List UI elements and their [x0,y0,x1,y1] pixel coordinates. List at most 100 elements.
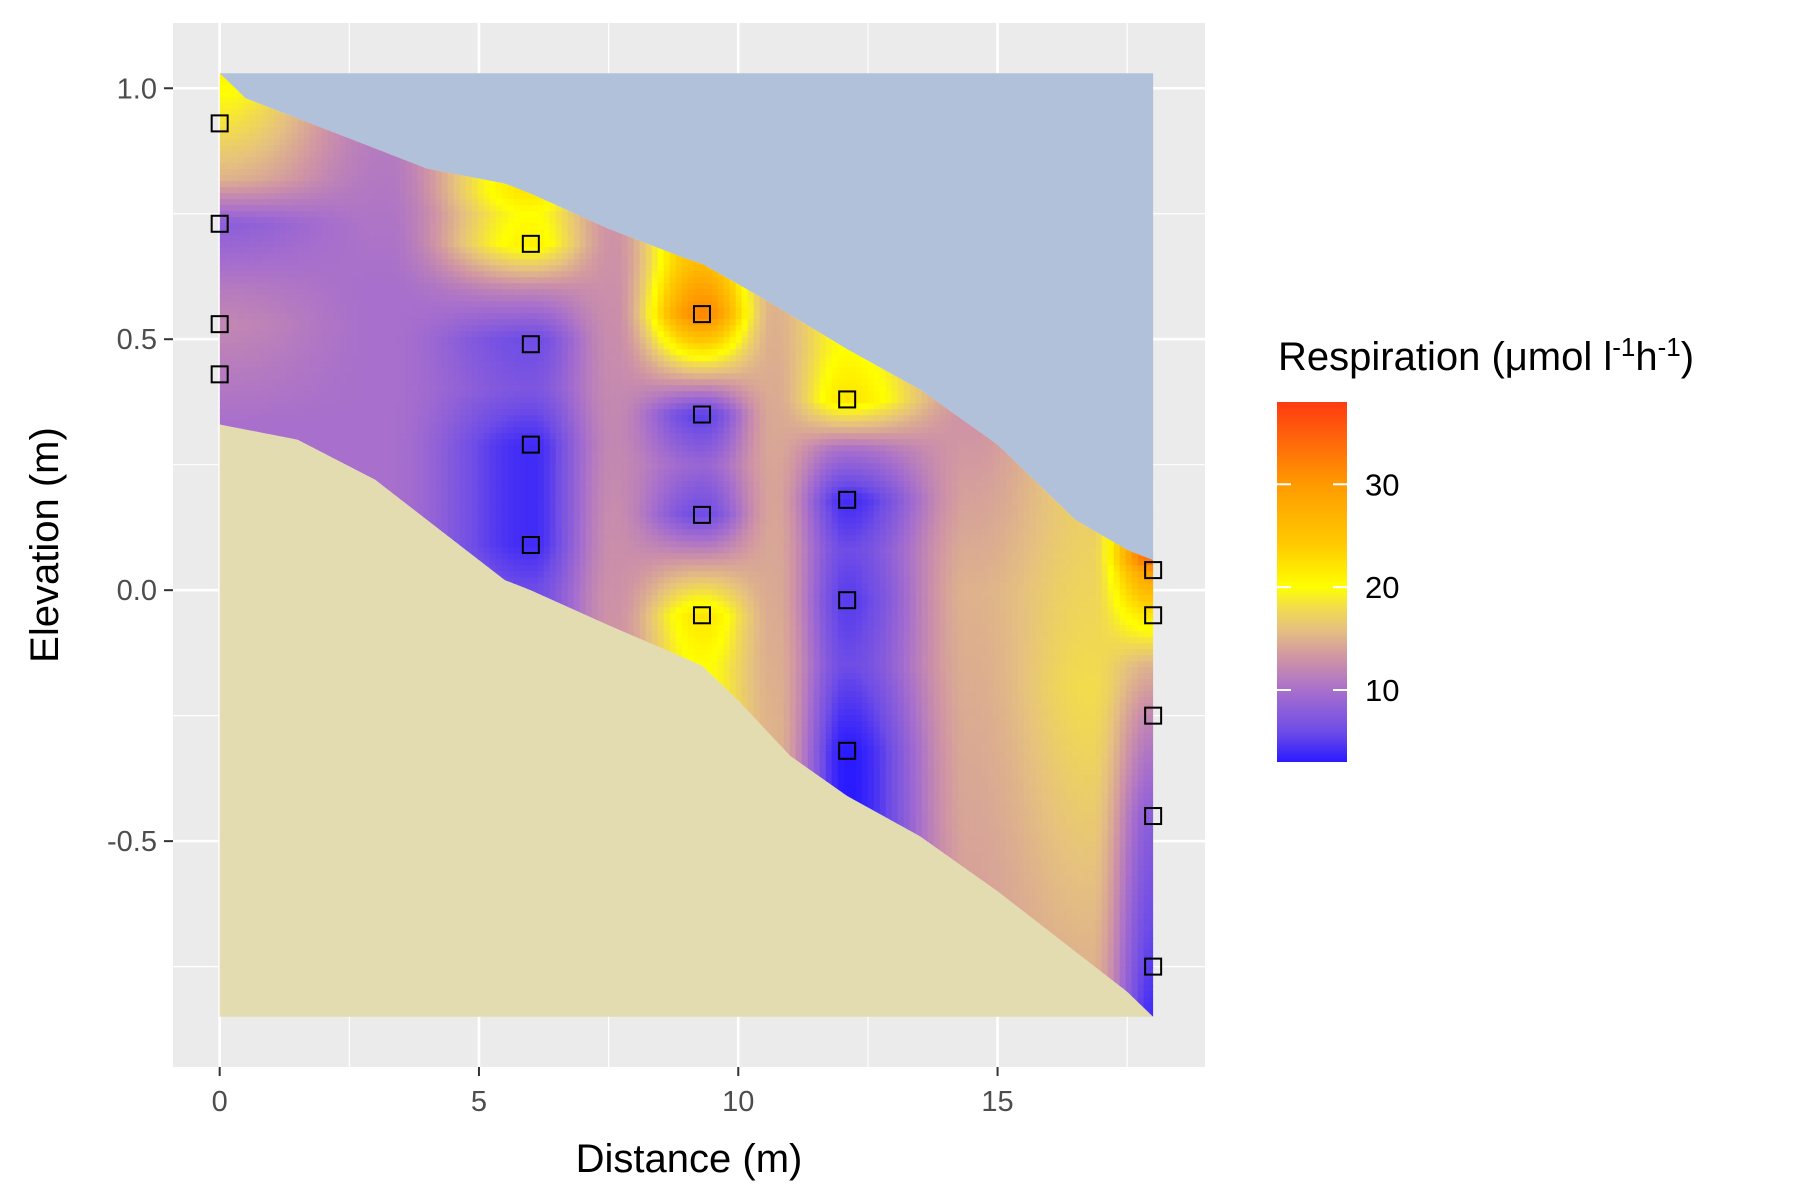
field-cell [231,253,239,260]
field-cell [321,295,329,302]
field-cell [363,469,371,476]
field-cell [321,211,329,218]
field-cell [315,331,323,338]
field-cell [405,403,413,410]
field-cell [249,397,257,404]
field-cell [273,295,281,302]
field-cell [291,265,299,272]
field-cell [279,409,287,416]
field-cell [225,127,233,134]
field-cell [231,223,239,230]
field-cell [255,121,263,128]
field-cell [267,271,275,278]
field-cell [405,487,413,494]
field-cell [405,445,413,452]
field-cell [219,271,227,278]
field-cell [333,355,341,362]
field-cell [231,391,239,398]
field-cell [399,247,407,254]
field-cell [225,169,233,176]
field-cell [291,211,299,218]
field-cell [393,307,401,314]
field-cell [315,301,323,308]
field-cell [315,145,323,152]
field-cell [237,163,245,170]
field-cell [375,265,383,272]
field-cell [225,151,233,158]
field-cell [369,331,377,338]
field-cell [279,169,287,176]
field-cell [285,385,293,392]
field-cell [399,235,407,242]
field-cell [339,163,347,170]
field-cell [255,163,263,170]
field-cell [225,385,233,392]
field-cell [291,127,299,134]
field-cell [237,97,245,104]
field-cell [363,373,371,380]
field-cell [309,355,317,362]
field-cell [243,373,251,380]
field-cell [357,379,365,386]
field-cell [321,331,329,338]
field-cell [219,121,227,128]
field-cell [321,229,329,236]
field-cell [219,187,227,194]
field-cell [261,313,269,320]
field-cell [381,355,389,362]
field-cell [381,319,389,326]
field-cell [291,379,299,386]
field-cell [243,289,251,296]
field-cell [267,229,275,236]
field-cell [357,391,365,398]
field-cell [375,169,383,176]
field-cell [375,313,383,320]
field-cell [333,217,341,224]
field-cell [297,235,305,242]
field-cell [327,307,335,314]
field-cell [327,325,335,332]
field-cell [219,133,227,140]
field-cell [363,391,371,398]
field-cell [279,151,287,158]
field-cell [219,109,227,116]
field-cell [285,379,293,386]
field-cell [357,427,365,434]
field-cell [315,265,323,272]
field-cell [231,385,239,392]
field-cell [333,259,341,266]
field-cell [243,391,251,398]
field-cell [309,361,317,368]
field-cell [303,409,311,416]
field-cell [309,301,317,308]
field-cell [279,223,287,230]
field-cell [249,187,257,194]
field-cell [387,463,395,470]
field-cell [327,313,335,320]
field-cell [309,307,317,314]
field-cell [357,385,365,392]
field-cell [321,235,329,242]
field-cell [345,265,353,272]
field-cell [231,271,239,278]
field-cell [321,175,329,182]
field-cell [315,133,323,140]
field-cell [285,337,293,344]
field-cell [267,415,275,422]
field-cell [363,343,371,350]
field-cell [297,379,305,386]
field-cell [345,325,353,332]
field-cell [381,433,389,440]
field-cell [255,271,263,278]
field-cell [255,349,263,356]
field-cell [243,169,251,176]
field-cell [231,181,239,188]
field-cell [345,301,353,308]
field-cell [273,259,281,266]
field-cell [285,211,293,218]
field-cell [267,325,275,332]
field-cell [261,277,269,284]
field-cell [297,121,305,128]
field-cell [351,349,359,356]
field-cell [339,157,347,164]
